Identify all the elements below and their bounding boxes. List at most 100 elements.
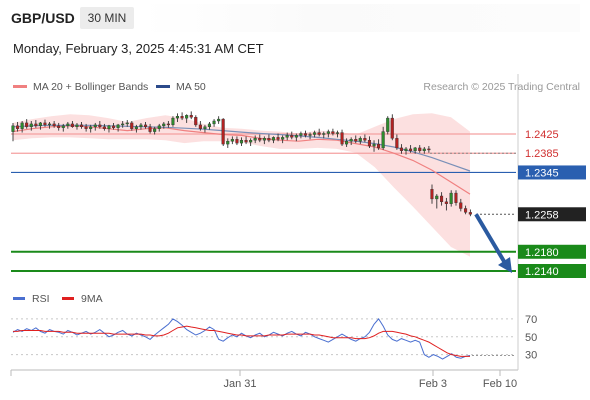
pivot-label-bg [518,165,586,180]
forecast-arrow [474,213,512,273]
candle-body [381,131,385,149]
candle-body [102,126,106,129]
last-price-label-bg [518,207,586,222]
candle-body [89,126,93,129]
timeframe-badge[interactable]: 30 MIN [80,7,134,29]
rsi-legend-label: RSI [32,293,50,305]
ma50-line [12,124,471,172]
currency-pair: GBP/USD [11,10,75,26]
candle-body [125,122,129,125]
bollinger-band-area [13,113,470,257]
candle-body [285,135,289,138]
candle-body [230,139,234,142]
candle-body [249,139,253,143]
candle-body [25,122,29,127]
candle-body [98,124,102,128]
candle-body [276,137,280,140]
candle-body [75,124,79,128]
candle-body [198,124,202,129]
candle-body [363,138,367,141]
candle-body [271,137,276,141]
forecast-arrow-shaft [474,213,507,265]
candle-body [226,140,230,145]
rsi-ma-line [13,325,470,357]
x-tick-label: Feb 10 [483,378,517,390]
candle-body [345,140,349,145]
candle-body [290,135,294,138]
candle-body [340,132,344,145]
candle-body [435,195,439,200]
header-toolbar-area [140,4,580,32]
rsi-tick-label: 30 [525,350,537,362]
candle-body [70,123,74,128]
candle-body [386,117,390,132]
candle-body [468,212,472,215]
candle-body [111,125,116,128]
candle-body [157,125,161,129]
candle-body [121,123,125,126]
candle-body [20,122,24,129]
candle-body [377,143,381,149]
candle-body [11,125,15,132]
candle-body [418,147,422,151]
x-tick-label: Feb 3 [419,378,447,390]
bollinger-band-fill [13,113,470,257]
candle-body [217,118,221,122]
candle-body [244,139,248,143]
candle-body [294,135,298,138]
candle-body [349,139,353,142]
candle-body [116,124,120,129]
candle-body [185,115,189,119]
candle-body [258,138,262,141]
candle-body [459,202,463,209]
support-label: 1.2140 [525,266,559,278]
candle-body [358,138,362,142]
candle-body [57,125,61,128]
candle-body [281,137,285,140]
candle-body [464,208,468,213]
candle-body [313,132,317,135]
candle-body [422,148,426,151]
candle-body [143,124,148,128]
candle-body [79,124,84,128]
candle-body [66,123,70,127]
rsi-ma-legend-label: 9MA [81,293,103,305]
candle-body [331,131,335,134]
candle-body [52,123,56,127]
candle-body [354,139,358,142]
key-levels [11,133,516,272]
candle-body [413,147,417,151]
resistance-label: 1.2385 [525,148,559,160]
forecast-arrow-head [498,257,512,273]
candle-body [180,115,184,119]
rsi-legend-swatch [13,297,25,300]
candle-body [335,132,340,134]
rsi-line [12,318,471,360]
candle-body [139,124,143,128]
candlestick-series [11,111,472,217]
candle-body [326,131,330,134]
candle-body [267,138,271,141]
support-label-bg [518,264,586,278]
candle-body [390,117,394,139]
level-labels: 1.2425 1.2385 1.2345 1.2258 1.2180 1.2140 [518,129,586,278]
rsi-panel [12,318,516,360]
candle-body [239,139,244,144]
ma50-legend-swatch [156,85,170,88]
candle-body [107,125,111,129]
candle-body [454,192,458,203]
candle-body [404,148,408,151]
candle-body [367,139,372,147]
candle-body [153,128,157,132]
candle-body [175,115,180,119]
candle-body [440,195,444,203]
support-label: 1.2180 [525,247,559,259]
candle-body [166,123,170,126]
candle-body [308,134,312,136]
candle-body [235,139,239,144]
candle-body [171,117,175,125]
candle-body [399,147,404,151]
candle-body [38,122,42,127]
candle-body [48,123,52,126]
candle-body [221,118,225,145]
